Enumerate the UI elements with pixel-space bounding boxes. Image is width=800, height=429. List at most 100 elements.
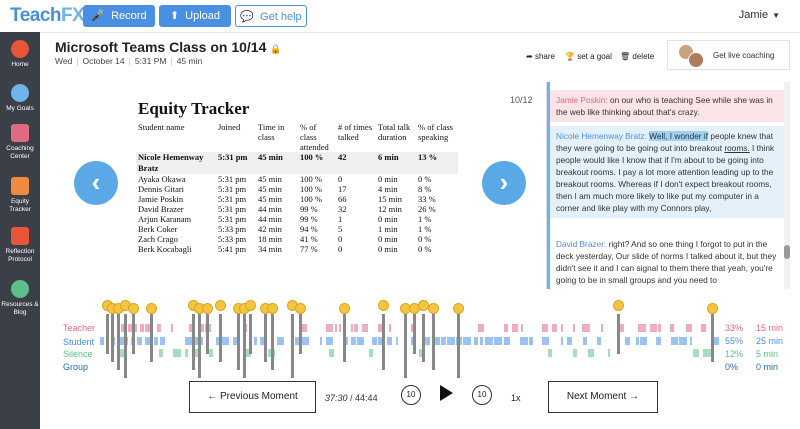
talk-segment <box>447 337 455 345</box>
delete-button[interactable]: 🗑 delete <box>620 52 655 61</box>
moment-emoji-icon[interactable] <box>146 303 157 314</box>
student-track[interactable] <box>100 337 719 345</box>
moment-marker[interactable] <box>299 314 302 354</box>
moment-marker[interactable] <box>271 314 274 370</box>
sidebar-item-resources[interactable]: Resources & Blog <box>0 280 40 317</box>
previous-moment-button[interactable]: ← Previous Moment <box>189 381 316 413</box>
get-help-button[interactable]: 💬 Get help <box>235 5 307 27</box>
sidebar-item-goals[interactable]: My Goals <box>0 84 40 113</box>
moment-marker[interactable] <box>150 314 153 362</box>
moment-marker[interactable] <box>132 314 135 354</box>
moment-marker[interactable] <box>711 314 714 362</box>
moment-marker[interactable] <box>198 314 201 378</box>
play-button[interactable] <box>440 385 453 401</box>
prev-slide-button[interactable]: ‹ <box>74 161 118 205</box>
talk-segment <box>100 337 104 345</box>
moment-marker[interactable] <box>264 314 267 362</box>
skip-forward-button[interactable]: 10 <box>472 385 492 405</box>
moment-emoji-icon[interactable] <box>339 303 350 314</box>
record-button[interactable]: 🎤 Record <box>83 5 155 27</box>
talk-segment <box>140 324 144 332</box>
moment-marker[interactable] <box>243 314 246 378</box>
talk-segment <box>520 337 528 345</box>
moment-emoji-icon[interactable] <box>453 303 464 314</box>
chevron-down-icon: ▼ <box>772 11 780 20</box>
moment-marker[interactable] <box>117 314 120 370</box>
talk-segment <box>714 337 719 345</box>
live-coaching-button[interactable]: Get live coaching <box>667 40 790 70</box>
talk-segment <box>552 324 557 332</box>
moment-marker[interactable] <box>382 314 385 370</box>
talk-segment <box>154 337 158 345</box>
sidebar-item-equity[interactable]: Equity Tracker <box>0 177 40 214</box>
sidebar-item-reflection[interactable]: Reflection Protocol <box>0 227 40 264</box>
chevron-left-icon: ‹ <box>91 167 101 197</box>
moment-emoji-icon[interactable] <box>428 303 439 314</box>
silence-label: Silence <box>63 349 93 359</box>
transcript-turn[interactable]: David Brazer: right? And so one thing I … <box>556 239 777 285</box>
group-minutes: 0 min <box>756 362 779 372</box>
transcript-scrollbar[interactable] <box>784 82 790 289</box>
talk-segment <box>640 337 647 345</box>
teacher-percent: 33% <box>725 323 744 333</box>
moment-marker[interactable] <box>457 314 460 378</box>
moment-marker[interactable] <box>617 314 620 354</box>
transcript-turn[interactable]: Jamie Poskin: on our who is teaching See… <box>550 90 788 122</box>
sidebar-item-home[interactable]: Home <box>0 40 40 69</box>
share-icon: ➦ <box>526 52 533 61</box>
moment-emoji-icon[interactable] <box>215 300 226 311</box>
moment-marker[interactable] <box>124 314 127 378</box>
group-label: Group <box>63 362 89 372</box>
talk-segment <box>529 337 533 345</box>
upload-button[interactable]: ⬆ Upload <box>159 5 231 27</box>
moment-marker[interactable] <box>192 314 195 370</box>
moment-marker[interactable] <box>422 314 425 362</box>
talk-segment <box>396 337 398 345</box>
talk-segment <box>300 324 307 332</box>
playback-speed[interactable]: 1x <box>511 393 521 403</box>
teachfx-logo[interactable]: TeachFX <box>10 5 85 26</box>
transcript-turn[interactable]: Nicole Hemenway Bratz: Well, I wonder if… <box>550 126 788 218</box>
moment-marker[interactable] <box>249 314 252 354</box>
moment-marker[interactable] <box>111 314 114 362</box>
talk-segment <box>201 337 203 345</box>
moment-marker[interactable] <box>291 314 294 378</box>
moment-marker[interactable] <box>106 314 109 354</box>
moment-marker[interactable] <box>413 314 416 354</box>
moment-emoji-icon[interactable] <box>128 303 139 314</box>
moment-marker[interactable] <box>404 314 407 378</box>
top-bar: TeachFX 🎤 Record ⬆ Upload 💬 Get help Jamie ▼ <box>0 0 800 33</box>
moment-emoji-icon[interactable] <box>295 303 306 314</box>
talk-segment <box>357 337 364 345</box>
next-slide-button[interactable]: › <box>482 161 526 205</box>
sidebar-item-coaching[interactable]: Coaching Center <box>0 124 40 161</box>
moment-marker[interactable] <box>432 314 435 370</box>
talk-segment <box>351 337 356 345</box>
skip-back-button[interactable]: 10 <box>401 385 421 405</box>
moment-emoji-icon[interactable] <box>245 300 256 311</box>
teacher-track[interactable] <box>100 324 718 332</box>
moment-marker[interactable] <box>237 314 240 370</box>
set-goal-button[interactable]: 🏆 set a goal <box>565 52 612 61</box>
moment-marker[interactable] <box>343 314 346 362</box>
transcript-panel[interactable]: Jamie Poskin: on our who is teaching See… <box>546 82 793 289</box>
moment-emoji-icon[interactable] <box>707 303 718 314</box>
talk-segment <box>671 337 678 345</box>
user-menu[interactable]: Jamie ▼ <box>738 9 780 21</box>
moment-emoji-icon[interactable] <box>378 300 389 311</box>
scrollbar-thumb[interactable] <box>784 245 790 259</box>
table-row: Berk Coker 5:33 pm 42 min 94 % 5 1 min 1 % <box>138 224 432 234</box>
talk-segment <box>192 349 199 357</box>
moment-emoji-icon[interactable] <box>267 303 278 314</box>
talk-segment <box>301 337 309 345</box>
moment-marker[interactable] <box>206 314 209 354</box>
moment-marker[interactable] <box>219 314 222 362</box>
table-row: Nicole Hemenway Bratz 5:31 pm 45 min 100 % 4… <box>136 152 458 174</box>
talk-segment <box>650 324 657 332</box>
next-moment-button[interactable]: Next Moment → <box>548 381 658 413</box>
share-button[interactable]: ➦ share <box>526 52 555 61</box>
moment-emoji-icon[interactable] <box>202 303 213 314</box>
talk-segment <box>583 337 587 345</box>
table-header: Student name Joined Time in class % of c… <box>138 122 453 152</box>
moment-emoji-icon[interactable] <box>613 300 624 311</box>
